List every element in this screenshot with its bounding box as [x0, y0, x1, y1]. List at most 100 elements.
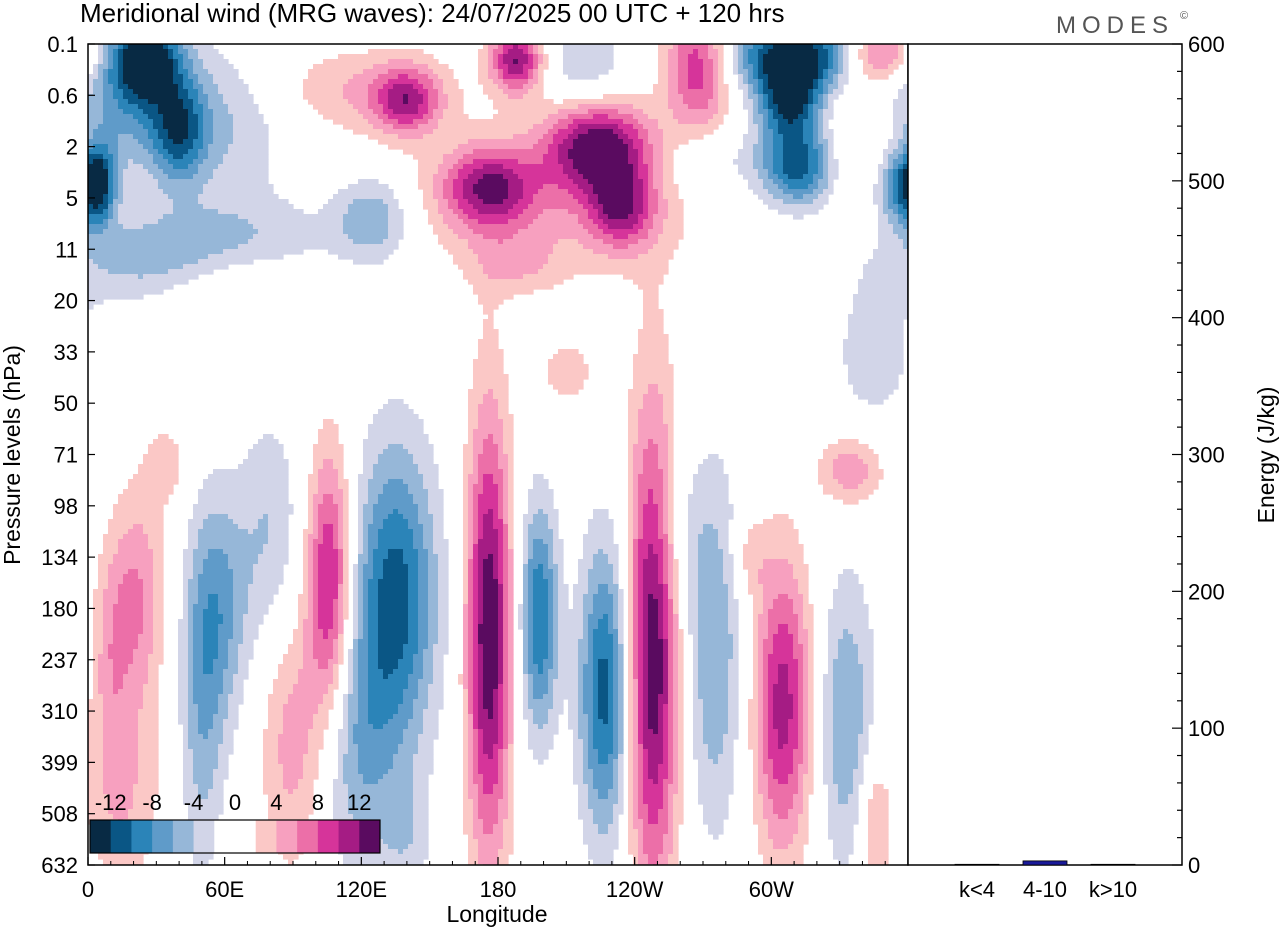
contour-cell — [448, 94, 464, 100]
contour-cell — [568, 699, 579, 705]
contour-cell — [688, 529, 704, 535]
contour-cell — [603, 219, 639, 225]
contour-cell — [588, 749, 599, 755]
contour-cell — [858, 749, 869, 755]
contour-cell — [823, 449, 874, 455]
contour-cell — [428, 549, 434, 555]
contour-cell — [433, 679, 444, 685]
contour-cell — [293, 629, 304, 635]
contour-cell — [658, 444, 669, 450]
contour-cell — [523, 674, 529, 680]
contour-cell — [403, 94, 409, 100]
contour-cell — [803, 684, 809, 690]
contour-cell — [108, 199, 114, 205]
contour-cell — [353, 629, 359, 635]
contour-cell — [343, 539, 349, 545]
contour-cell — [693, 679, 699, 685]
contour-cell — [858, 759, 864, 765]
contour-cell — [318, 604, 334, 610]
contour-cell — [373, 564, 384, 570]
contour-cell — [323, 634, 329, 640]
contour-cell — [418, 504, 429, 510]
contour-cell — [633, 584, 639, 590]
contour-cell — [638, 214, 649, 220]
contour-cell — [698, 654, 734, 660]
contour-cell — [313, 454, 344, 460]
contour-cell — [338, 594, 344, 600]
contour-cell — [93, 259, 199, 265]
contour-cell — [483, 534, 499, 540]
contour-cell — [708, 119, 724, 125]
contour-cell — [818, 459, 834, 465]
contour-cell — [773, 134, 784, 140]
contour-cell — [483, 569, 494, 575]
contour-cell — [663, 569, 669, 575]
contour-cell — [478, 644, 484, 650]
contour-cell — [378, 594, 409, 600]
contour-cell — [218, 644, 229, 650]
contour-cell — [418, 469, 439, 475]
contour-cell — [503, 69, 509, 75]
contour-cell — [528, 49, 534, 55]
contour-cell — [228, 554, 259, 560]
contour-cell — [673, 729, 679, 735]
contour-cell — [393, 509, 399, 515]
contour-cell — [123, 199, 174, 205]
contour-cell — [413, 119, 429, 125]
contour-cell — [448, 204, 459, 210]
contour-cell — [833, 749, 859, 755]
contour-cell — [408, 489, 429, 495]
contour-cell — [653, 159, 664, 165]
contour-cell — [178, 634, 189, 640]
contour-cell — [508, 764, 514, 770]
contour-cell — [653, 499, 664, 505]
contour-cell — [448, 249, 474, 255]
contour-cell — [143, 524, 164, 530]
contour-cell — [333, 459, 344, 465]
contour-cell — [428, 574, 439, 580]
contour-cell — [218, 624, 234, 630]
contour-cell — [773, 714, 794, 720]
contour-cell — [753, 164, 764, 170]
contour-cell — [698, 649, 734, 655]
contour-cell — [553, 699, 564, 705]
contour-cell — [113, 689, 119, 695]
contour-cell — [553, 544, 564, 550]
contour-cell — [613, 704, 619, 710]
contour-cell — [343, 549, 349, 555]
contour-cell — [628, 159, 639, 165]
contour-cell — [143, 599, 154, 605]
contour-cell — [193, 574, 199, 580]
contour-cell — [878, 234, 899, 240]
contour-cell — [663, 129, 714, 135]
contour-cell — [103, 164, 109, 170]
contour-cell — [828, 149, 834, 155]
contour-cell — [633, 144, 644, 150]
contour-cell — [823, 114, 834, 120]
contour-cell — [358, 699, 369, 705]
contour-cell — [633, 709, 639, 715]
contour-cell — [88, 264, 99, 270]
contour-cell — [263, 749, 279, 755]
contour-cell — [528, 224, 584, 230]
contour-cell — [98, 59, 104, 65]
contour-cell — [673, 574, 679, 580]
contour-cell — [188, 49, 199, 55]
contour-cell — [193, 654, 204, 660]
contour-cell — [663, 599, 669, 605]
contour-cell — [223, 739, 234, 745]
contour-cell — [698, 664, 729, 670]
contour-cell — [103, 734, 139, 740]
contour-cell — [268, 704, 284, 710]
contour-cell — [668, 74, 679, 80]
contour-cell — [593, 719, 604, 725]
contour-cell — [188, 724, 199, 730]
contour-cell — [438, 209, 454, 215]
contour-cell — [648, 229, 664, 235]
contour-cell — [533, 649, 549, 655]
contour-cell — [438, 609, 449, 615]
contour-cell — [633, 444, 649, 450]
contour-cell — [763, 99, 769, 105]
contour-cell — [348, 674, 354, 680]
contour-cell — [468, 174, 484, 180]
